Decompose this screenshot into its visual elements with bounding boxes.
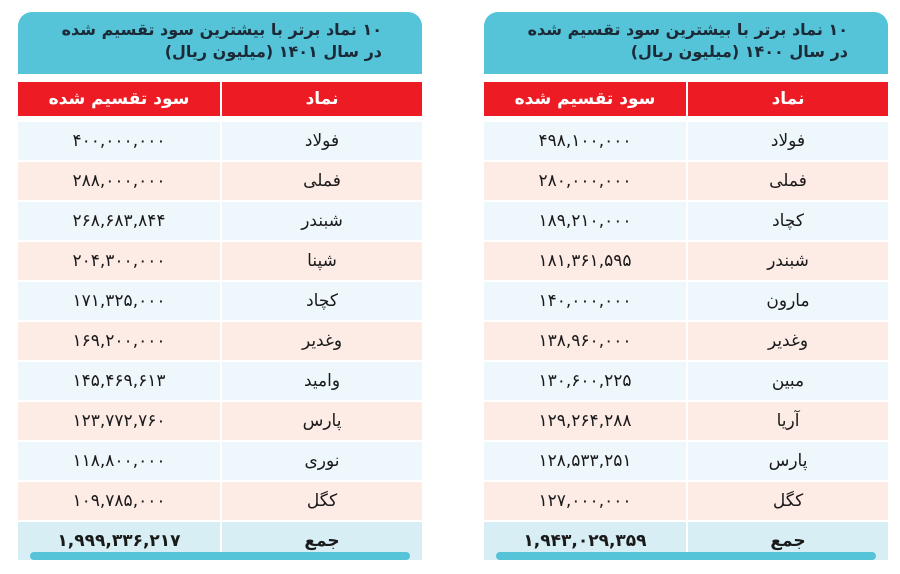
column-header-symbol: نماد bbox=[688, 82, 888, 116]
symbol-cell: وامید bbox=[222, 361, 422, 401]
symbol-cell: پارس bbox=[222, 401, 422, 441]
symbol-cell: کچاد bbox=[222, 281, 422, 321]
title-line-1: ۱۰ نماد برتر با بیشترین سود تقسیم شده bbox=[527, 20, 848, 39]
panel-footer-bar bbox=[30, 552, 410, 560]
title-line-2: در سال ۱۴۰۰ (میلیون ریال) bbox=[630, 42, 848, 61]
value-cell: ۱۴۰,۰۰۰,۰۰۰ bbox=[484, 281, 686, 321]
value-cell: ۱۲۷,۰۰۰,۰۰۰ bbox=[484, 481, 686, 521]
symbol-cell: آریا bbox=[688, 401, 888, 441]
table-header: سود تقسیم شده نماد bbox=[18, 82, 422, 116]
symbol-cell: فملی bbox=[222, 161, 422, 201]
symbol-cell: نوری bbox=[222, 441, 422, 481]
table-row: ۱۶۹,۲۰۰,۰۰۰ وغدیر bbox=[18, 321, 422, 361]
panel-footer-bar bbox=[496, 552, 876, 560]
table-row: ۱۷۱,۳۲۵,۰۰۰ کچاد bbox=[18, 281, 422, 321]
value-cell: ۱۷۱,۳۲۵,۰۰۰ bbox=[18, 281, 220, 321]
table-row: ۱۳۸,۹۶۰,۰۰۰ وغدیر bbox=[484, 321, 888, 361]
table-row: ۲۶۸,۶۸۳,۸۴۴ شبندر bbox=[18, 201, 422, 241]
symbol-cell: وغدیر bbox=[222, 321, 422, 361]
table-panel-1401: ۱۰ نماد برتر با بیشترین سود تقسیم شده در… bbox=[18, 12, 422, 562]
value-cell: ۱۸۱,۳۶۱,۵۹۵ bbox=[484, 241, 686, 281]
value-cell: ۱۰۹,۷۸۵,۰۰۰ bbox=[18, 481, 220, 521]
table-row: ۲۸۰,۰۰۰,۰۰۰ فملی bbox=[484, 161, 888, 201]
symbol-cell: مبین bbox=[688, 361, 888, 401]
panel-title: ۱۰ نماد برتر با بیشترین سود تقسیم شده در… bbox=[18, 12, 422, 74]
value-cell: ۴۰۰,۰۰۰,۰۰۰ bbox=[18, 122, 220, 161]
value-cell: ۱۴۵,۴۶۹,۶۱۳ bbox=[18, 361, 220, 401]
symbol-cell: کگل bbox=[222, 481, 422, 521]
table-row: ۱۸۹,۲۱۰,۰۰۰ کچاد bbox=[484, 201, 888, 241]
table-row: ۱۴۰,۰۰۰,۰۰۰ مارون bbox=[484, 281, 888, 321]
symbol-cell: فولاد bbox=[222, 122, 422, 161]
column-header-symbol: نماد bbox=[222, 82, 422, 116]
symbol-cell: شبندر bbox=[222, 201, 422, 241]
table-row: ۱۲۸,۵۳۳,۲۵۱ پارس bbox=[484, 441, 888, 481]
value-cell: ۱۶۹,۲۰۰,۰۰۰ bbox=[18, 321, 220, 361]
value-cell: ۱۸۹,۲۱۰,۰۰۰ bbox=[484, 201, 686, 241]
table-header: سود تقسیم شده نماد bbox=[484, 82, 888, 116]
table-row: ۴۰۰,۰۰۰,۰۰۰ فولاد bbox=[18, 122, 422, 161]
value-cell: ۲۸۰,۰۰۰,۰۰۰ bbox=[484, 161, 686, 201]
value-cell: ۲۶۸,۶۸۳,۸۴۴ bbox=[18, 201, 220, 241]
table-row: ۲۰۴,۳۰۰,۰۰۰ شپنا bbox=[18, 241, 422, 281]
table-row: ۲۸۸,۰۰۰,۰۰۰ فملی bbox=[18, 161, 422, 201]
symbol-cell: فولاد bbox=[688, 122, 888, 161]
symbol-cell: مارون bbox=[688, 281, 888, 321]
table-row: ۱۲۷,۰۰۰,۰۰۰ کگل bbox=[484, 481, 888, 521]
symbol-cell: کچاد bbox=[688, 201, 888, 241]
table-row: ۱۳۰,۶۰۰,۲۲۵ مبین bbox=[484, 361, 888, 401]
table-row: ۱۲۹,۲۶۴,۲۸۸ آریا bbox=[484, 401, 888, 441]
table-panel-1400: ۱۰ نماد برتر با بیشترین سود تقسیم شده در… bbox=[484, 12, 888, 562]
symbol-cell: کگل bbox=[688, 481, 888, 521]
symbol-cell: فملی bbox=[688, 161, 888, 201]
value-cell: ۱۲۸,۵۳۳,۲۵۱ bbox=[484, 441, 686, 481]
dividend-table: سود تقسیم شده نماد ۴۰۰,۰۰۰,۰۰۰ فولاد ۲۸۸… bbox=[18, 82, 422, 562]
value-cell: ۴۹۸,۱۰۰,۰۰۰ bbox=[484, 122, 686, 161]
value-cell: ۲۰۴,۳۰۰,۰۰۰ bbox=[18, 241, 220, 281]
value-cell: ۱۲۹,۲۶۴,۲۸۸ bbox=[484, 401, 686, 441]
panel-title: ۱۰ نماد برتر با بیشترین سود تقسیم شده در… bbox=[484, 12, 888, 74]
value-cell: ۱۱۸,۸۰۰,۰۰۰ bbox=[18, 441, 220, 481]
value-cell: ۲۸۸,۰۰۰,۰۰۰ bbox=[18, 161, 220, 201]
table-row: ۱۴۵,۴۶۹,۶۱۳ وامید bbox=[18, 361, 422, 401]
column-header-value: سود تقسیم شده bbox=[18, 82, 220, 116]
title-line-2: در سال ۱۴۰۱ (میلیون ریال) bbox=[164, 42, 382, 61]
table-row: ۱۸۱,۳۶۱,۵۹۵ شبندر bbox=[484, 241, 888, 281]
symbol-cell: وغدیر bbox=[688, 321, 888, 361]
table-row: ۱۲۳,۷۷۲,۷۶۰ پارس bbox=[18, 401, 422, 441]
symbol-cell: شپنا bbox=[222, 241, 422, 281]
symbol-cell: پارس bbox=[688, 441, 888, 481]
value-cell: ۱۳۸,۹۶۰,۰۰۰ bbox=[484, 321, 686, 361]
table-row: ۱۰۹,۷۸۵,۰۰۰ کگل bbox=[18, 481, 422, 521]
title-line-1: ۱۰ نماد برتر با بیشترین سود تقسیم شده bbox=[61, 20, 382, 39]
symbol-cell: شبندر bbox=[688, 241, 888, 281]
table-row: ۱۱۸,۸۰۰,۰۰۰ نوری bbox=[18, 441, 422, 481]
dividend-table: سود تقسیم شده نماد ۴۹۸,۱۰۰,۰۰۰ فولاد ۲۸۰… bbox=[484, 82, 888, 562]
value-cell: ۱۳۰,۶۰۰,۲۲۵ bbox=[484, 361, 686, 401]
table-row: ۴۹۸,۱۰۰,۰۰۰ فولاد bbox=[484, 122, 888, 161]
value-cell: ۱۲۳,۷۷۲,۷۶۰ bbox=[18, 401, 220, 441]
column-header-value: سود تقسیم شده bbox=[484, 82, 686, 116]
